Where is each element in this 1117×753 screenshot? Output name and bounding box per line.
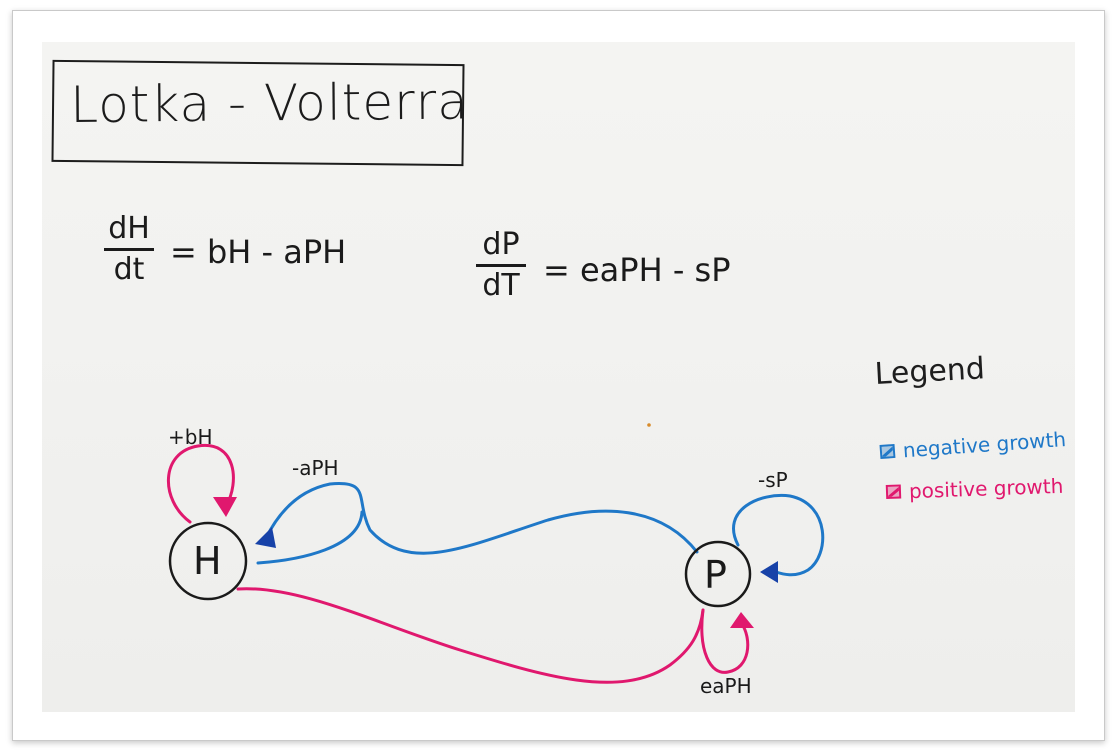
predation-inner-curve xyxy=(256,510,364,565)
herbivore-equation-rhs: = bH - aPH xyxy=(170,233,347,271)
predator-gain-edge xyxy=(236,587,705,684)
herbivore-denominator: dt xyxy=(113,251,145,287)
predator-derivative: dP dT xyxy=(476,230,526,301)
fraction-bar xyxy=(476,264,526,267)
herbivore-self-loop xyxy=(167,444,235,524)
predator-node-label: P xyxy=(704,553,727,597)
herbivore-growth-label: +bH xyxy=(168,425,213,449)
paper-sheet xyxy=(42,42,1075,712)
herbivore-derivative: dH dt xyxy=(104,214,154,285)
predation-edge xyxy=(264,481,699,555)
herbivore-node-circle xyxy=(168,521,248,601)
fraction-bar xyxy=(104,248,154,251)
predator-numerator: dP xyxy=(482,227,520,262)
negative-swatch-icon xyxy=(879,443,896,459)
predator-node-circle xyxy=(684,540,752,608)
herbivore-self-arrowhead xyxy=(213,497,237,517)
predator-gain-arrowhead xyxy=(730,612,754,628)
herbivore-numerator: dH xyxy=(108,211,150,246)
positive-swatch-icon xyxy=(885,484,902,499)
predator-gain-label: eaPH xyxy=(700,674,752,698)
stray-mark xyxy=(647,423,651,427)
predation-arrowhead xyxy=(255,527,276,548)
predator-self-loop xyxy=(732,493,825,577)
herbivore-node-label: H xyxy=(193,539,222,583)
predator-gain-loop xyxy=(700,608,750,674)
predator-death-label: -sP xyxy=(758,468,788,492)
predator-denominator: dT xyxy=(482,267,520,303)
predator-equation-rhs: = eaPH - sP xyxy=(543,251,731,289)
predator-self-arrowhead xyxy=(760,561,778,583)
legend-title: Legend xyxy=(873,351,986,392)
predation-label: -aPH xyxy=(292,456,339,480)
